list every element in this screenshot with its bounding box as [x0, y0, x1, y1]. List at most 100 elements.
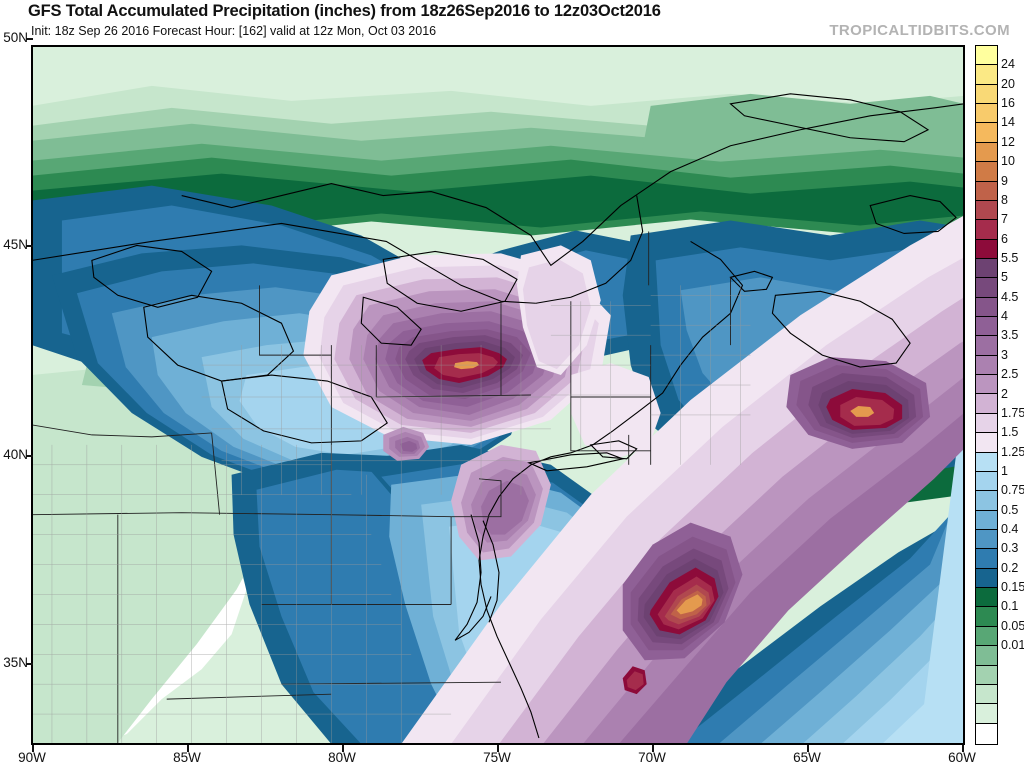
- colorbar-swatch: [976, 665, 997, 685]
- precipitation-colorbar[interactable]: [975, 45, 998, 745]
- colorbar-label: 8: [1001, 192, 1008, 207]
- colorbar-label: 0.1: [1001, 599, 1019, 614]
- colorbar-label: 2.5: [1001, 367, 1019, 382]
- colorbar-label: 7: [1001, 212, 1008, 227]
- colorbar-label: 0.4: [1001, 522, 1019, 537]
- coastlines: [32, 93, 964, 739]
- colorbar-label: 1.25: [1001, 444, 1024, 459]
- map-plot-area[interactable]: [31, 45, 965, 745]
- colorbar-label: 2: [1001, 386, 1008, 401]
- lon-label-65w: 65W: [793, 750, 821, 765]
- colorbar-label: 5: [1001, 270, 1008, 285]
- colorbar-swatch: [976, 336, 997, 356]
- lat-tick-40n: [26, 455, 33, 457]
- colorbar-swatch: [976, 413, 997, 434]
- lat-tick-45n: [26, 245, 33, 247]
- colorbar-swatch: [976, 588, 997, 608]
- colorbar-swatch: [976, 65, 997, 85]
- colorbar-label: 24: [1001, 57, 1015, 72]
- state-borders: [32, 231, 731, 744]
- colorbar-label: 16: [1001, 96, 1015, 111]
- lon-label-90w: 90W: [18, 750, 46, 765]
- colorbar-swatch: [976, 162, 997, 182]
- colorbar-swatch: [976, 258, 997, 279]
- colorbar-swatch: [976, 452, 997, 472]
- lon-label-80w: 80W: [328, 750, 356, 765]
- filled-contours: [32, 46, 964, 744]
- colorbar-swatch: [976, 317, 997, 337]
- colorbar-swatch: [976, 626, 997, 647]
- colorbar-label: 3: [1001, 347, 1008, 362]
- colorbar-swatch: [976, 529, 997, 550]
- colorbar-label: 5.5: [1001, 250, 1019, 265]
- lon-label-75w: 75W: [483, 750, 511, 765]
- colorbar-label: 14: [1001, 115, 1015, 130]
- colorbar-swatch: [976, 394, 997, 414]
- lon-tick-85w: [187, 745, 189, 752]
- lat-label-35n: 35N: [3, 655, 28, 670]
- colorbar-swatch: [976, 549, 997, 569]
- colorbar-label: 4.5: [1001, 289, 1019, 304]
- colorbar-swatch: [976, 46, 997, 66]
- colorbar-label: 0.15: [1001, 580, 1024, 595]
- lon-tick-70w: [652, 745, 654, 752]
- page-title: GFS Total Accumulated Precipitation (inc…: [28, 2, 661, 20]
- lon-tick-80w: [342, 745, 344, 752]
- colorbar-swatch: [976, 375, 997, 395]
- colorbar-label: 10: [1001, 154, 1015, 169]
- colorbar-swatch: [976, 510, 997, 530]
- colorbar-label: 0.5: [1001, 502, 1019, 517]
- lat-label-40n: 40N: [3, 447, 28, 462]
- lon-tick-75w: [497, 745, 499, 752]
- colorbar-swatch: [976, 142, 997, 163]
- colorbar-swatch: [976, 239, 997, 259]
- colorbar-swatch: [976, 723, 997, 743]
- colorbar-label: 9: [1001, 173, 1008, 188]
- precipitation-field: [32, 46, 964, 744]
- lon-label-85w: 85W: [173, 750, 201, 765]
- colorbar-swatch: [976, 646, 997, 666]
- colorbar-swatch: [976, 220, 997, 240]
- lon-tick-60w: [962, 745, 964, 752]
- colorbar-swatch: [976, 181, 997, 201]
- colorbar-label: 6: [1001, 231, 1008, 246]
- lon-tick-90w: [32, 745, 34, 752]
- colorbar-swatch: [976, 297, 997, 318]
- lon-label-60w: 60W: [948, 750, 976, 765]
- colorbar-label: 0.05: [1001, 618, 1024, 633]
- colorbar-swatch: [976, 491, 997, 511]
- colorbar-label: 1.75: [1001, 405, 1024, 420]
- colorbar-swatch: [976, 568, 997, 589]
- colorbar-swatch: [976, 471, 997, 492]
- colorbar-label: 0.2: [1001, 560, 1019, 575]
- lon-tick-65w: [807, 745, 809, 752]
- colorbar-swatch: [976, 607, 997, 627]
- colorbar-swatch: [976, 278, 997, 298]
- watermark: TROPICALTIDBITS.COM: [829, 22, 1010, 39]
- forecast-subtitle: Init: 18z Sep 26 2016 Forecast Hour: [16…: [31, 24, 437, 38]
- colorbar-swatch: [976, 704, 997, 724]
- colorbar-label: 12: [1001, 134, 1015, 149]
- colorbar-swatch: [976, 84, 997, 105]
- colorbar-label: 3.5: [1001, 328, 1019, 343]
- lat-label-45n: 45N: [3, 237, 28, 252]
- colorbar-label: 0.3: [1001, 541, 1019, 556]
- colorbar-swatch: [976, 684, 997, 705]
- colorbar-label: 20: [1001, 76, 1015, 91]
- colorbar-label: 0.75: [1001, 483, 1024, 498]
- colorbar-swatch: [976, 123, 997, 143]
- colorbar-swatch: [976, 200, 997, 221]
- lat-label-50n: 50N: [3, 30, 28, 45]
- lat-tick-35n: [26, 663, 33, 665]
- lat-tick-50n: [26, 38, 33, 40]
- colorbar-label: 0.01: [1001, 638, 1024, 653]
- colorbar-label: 1.5: [1001, 425, 1019, 440]
- colorbar-label: 1: [1001, 463, 1008, 478]
- colorbar-label: 4: [1001, 309, 1008, 324]
- colorbar-swatch: [976, 355, 997, 376]
- county-borders: [32, 285, 751, 744]
- lon-label-70w: 70W: [638, 750, 666, 765]
- colorbar-swatch: [976, 433, 997, 453]
- colorbar-swatch: [976, 104, 997, 124]
